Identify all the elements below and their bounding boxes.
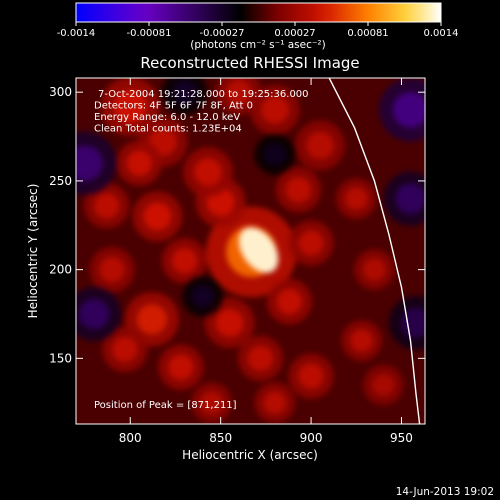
colorbar-frame [75, 2, 442, 23]
heatmap-blob-core [263, 142, 287, 166]
colorbar-tick-label: -0.00027 [200, 28, 245, 39]
colorbar-ticks: -0.0014 -0.00081 -0.00027 0.00027 0.00081 0.0… [57, 22, 459, 39]
heatmap-blob-core [78, 298, 110, 330]
y-tick-label: 200 [49, 263, 72, 277]
footer-timestamp: 14-Jun-2013 19:02 [396, 486, 494, 498]
heatmap-blob-core [276, 288, 303, 315]
x-tick-label: 850 [209, 431, 232, 445]
heatmap-blob-core [171, 248, 198, 274]
colorbar-tick-label: 0.0014 [424, 28, 459, 39]
heatmap-blob-core [362, 258, 386, 282]
heatmap-blob-core [143, 202, 172, 231]
heatmap-blob-core [395, 183, 425, 214]
heatmap-blob-core [263, 391, 287, 415]
colorbar-tick-label: 0.00081 [347, 28, 388, 39]
colorbar-unit-label: (photons cm⁻² s⁻¹ asec⁻²) [190, 39, 325, 51]
heatmap-blob-core [298, 230, 324, 256]
annotation-line: Clean Total counts: 1.23E+04 [94, 124, 242, 135]
heatmap-blob-core [392, 92, 425, 128]
heatmap-blob-core [171, 79, 198, 105]
heatmap-blob-core [215, 308, 244, 337]
colorbar-tick-label: 0.00027 [274, 28, 315, 39]
annotation-line: Energy Range: 6.0 - 12.0 keV [94, 112, 240, 123]
colorbar: -0.0014 -0.00081 -0.00027 0.00027 0.00081 0.0… [57, 2, 459, 51]
heatmap-layer [76, 78, 425, 424]
heatmap-blob-core [260, 96, 289, 124]
annotation-line: Detectors: 4F 5F 6F 7F 8F, Att 0 [94, 101, 253, 112]
heatmap-blob-core [113, 89, 147, 123]
colorbar-gradient [76, 3, 441, 22]
y-tick-label: 250 [49, 174, 72, 188]
x-axis-label: Heliocentric X (arcsec) [182, 448, 318, 462]
y-tick-label: 300 [49, 85, 72, 99]
x-axis: 800 850 900 950 [119, 78, 413, 445]
peak-position-label: Position of Peak = [871,211] [94, 400, 237, 411]
heatmap-blob-core [350, 329, 374, 352]
heatmap-blob-core [194, 158, 222, 186]
colorbar-tick-label: -0.0014 [57, 28, 96, 39]
emission-peak [238, 227, 279, 273]
heatmap-blob-core [136, 304, 168, 335]
plot-frame [75, 77, 426, 425]
heatmap-blob-core [112, 336, 138, 363]
y-tick-label: 150 [49, 351, 72, 365]
heatmap-blob-core [191, 284, 214, 308]
annotation-line: 7-Oct-2004 19:21:28.000 to 19:25:36.000 [98, 89, 309, 100]
x-tick-label: 800 [119, 431, 142, 445]
colorbar-tick-label: -0.00081 [127, 28, 172, 39]
heatmap-blob-core [285, 177, 312, 203]
heatmap-blob-core [168, 354, 194, 380]
plot-area [76, 78, 425, 424]
y-axis: 150 200 250 300 [49, 85, 425, 365]
y-axis-label: Heliocentric Y (arcsec) [26, 184, 40, 319]
heatmap-blob-core [306, 131, 335, 160]
heatmap-blob-core [226, 79, 252, 105]
chart-title: Reconstructed RHESSI Image [140, 54, 359, 72]
heatmap-blob-core [94, 193, 120, 219]
heatmap-blob-core [200, 391, 224, 415]
heatmap-blob-core [76, 145, 103, 181]
heatmap-blob-core [344, 187, 368, 211]
x-tick-label: 900 [300, 431, 323, 445]
heatmap-blob-core [99, 256, 125, 283]
annotation-block: 7-Oct-2004 19:21:28.000 to 19:25:36.000D… [94, 89, 309, 135]
heatmap-blob-core [372, 373, 395, 397]
x-tick-label: 950 [390, 431, 413, 445]
solar-limb-curve [328, 78, 421, 424]
heatmap-blob-core [126, 150, 152, 176]
heatmap-blob-core [298, 363, 324, 389]
heatmap-blob-core [247, 345, 274, 372]
